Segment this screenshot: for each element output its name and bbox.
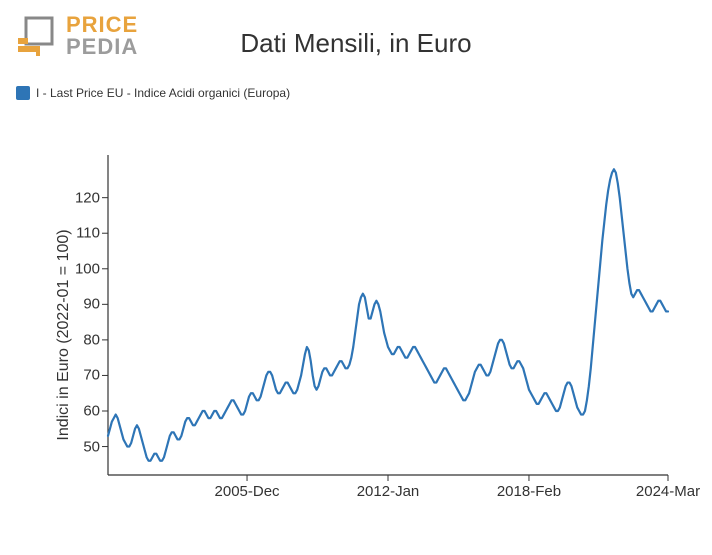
xtick-label: 2024-Mar: [636, 483, 700, 500]
legend-swatch: [16, 86, 30, 100]
xtick-label: 2018-Feb: [497, 483, 561, 500]
ytick-label: 120: [75, 189, 100, 206]
ytick-label: 60: [83, 403, 100, 420]
ytick-label: 80: [83, 331, 100, 348]
ytick-label: 50: [83, 438, 100, 455]
chart-title: Dati Mensili, in Euro: [0, 28, 712, 59]
ytick-label: 90: [83, 296, 100, 313]
xtick-label: 2012-Jan: [357, 483, 420, 500]
ytick-label: 70: [83, 367, 100, 384]
chart-area: Indici in Euro (2022-01 = 100) 506070809…: [48, 155, 688, 515]
y-axis-label: Indici in Euro (2022-01 = 100): [55, 229, 73, 440]
ytick-label: 100: [75, 260, 100, 277]
axes-svg: [108, 155, 668, 475]
ytick-label: 110: [76, 225, 100, 242]
plot: 50607080901001101202005-Dec2012-Jan2018-…: [108, 155, 668, 475]
legend: I - Last Price EU - Indice Acidi organic…: [16, 86, 290, 100]
legend-label: I - Last Price EU - Indice Acidi organic…: [36, 86, 290, 100]
xtick-label: 2005-Dec: [215, 483, 280, 500]
